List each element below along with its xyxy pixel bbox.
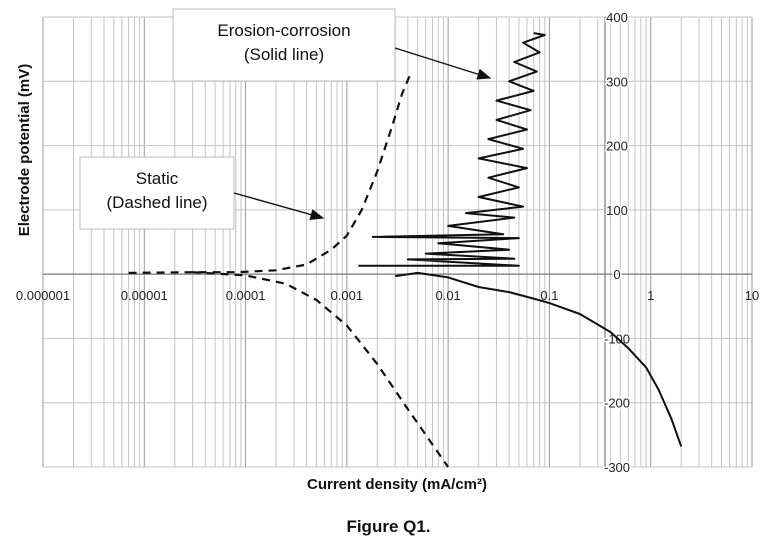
x-tick-label: 0.01 [435, 288, 460, 303]
y-tick-label: -300 [604, 460, 630, 475]
y-tick-label: -200 [604, 396, 630, 411]
x-tick-label: 0.000001 [16, 288, 70, 303]
series-line-3 [358, 32, 546, 267]
y-tick-label: 100 [606, 203, 628, 218]
x-tick-label: 0.0001 [226, 288, 266, 303]
annotation-text: (Dashed line) [106, 193, 207, 212]
x-axis-title: Current density (mA/cm²) [307, 476, 487, 493]
y-tick-label: 200 [606, 139, 628, 154]
x-tick-label: 0.00001 [121, 288, 168, 303]
y-axis-title: Electrode potential (mV) [16, 64, 33, 237]
x-tick-label: 0.001 [331, 288, 364, 303]
annotation-text: (Solid line) [244, 45, 324, 64]
series-line-1 [192, 271, 450, 468]
series-line-2 [395, 271, 683, 447]
chart: 0.000001 0.00001 0.0001 0.001 0.01 0.1 1 10 -300… [16, 8, 759, 494]
x-tick-label: 0.1 [540, 288, 558, 303]
grid [42, 16, 753, 468]
annotation-arrow [394, 47, 492, 80]
series [128, 32, 683, 468]
annotation-box [79, 156, 235, 230]
x-tick-label: 10 [745, 288, 759, 303]
annotation-arrow [233, 192, 325, 220]
axes: 0.000001 0.00001 0.0001 0.001 0.01 0.1 1 10 -300… [16, 9, 759, 494]
annotations: Erosion-corrosion (Solid line) Static (Dash… [79, 8, 492, 230]
y-tick-label: 400 [606, 10, 628, 25]
figure-caption: Figure Q1. [346, 517, 431, 536]
x-tick-label: 1 [647, 288, 654, 303]
series-line-0 [128, 74, 412, 274]
y-tick-label: 300 [606, 74, 628, 89]
y-tick-label: 0 [613, 267, 620, 282]
annotation-box [172, 8, 396, 82]
annotation-text: Erosion-corrosion [217, 21, 350, 40]
annotation-text: Static [136, 169, 179, 188]
